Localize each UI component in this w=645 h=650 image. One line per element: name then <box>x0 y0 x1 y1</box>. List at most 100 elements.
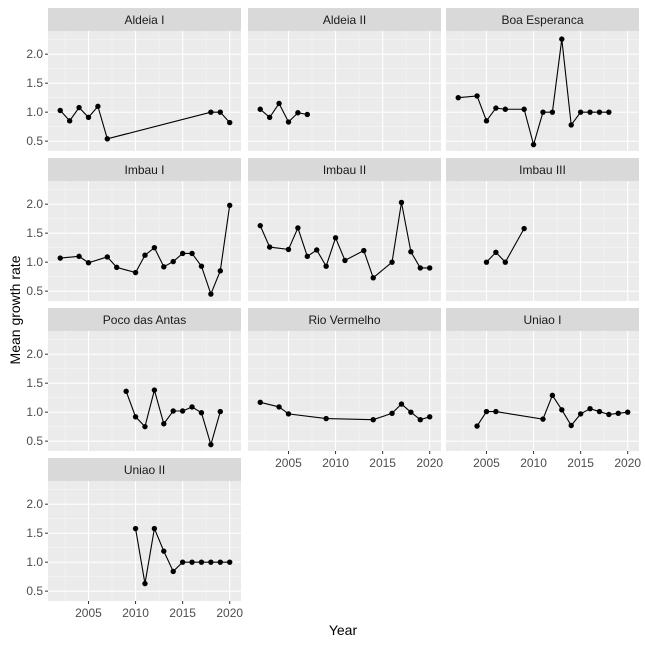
data-point <box>483 408 490 415</box>
data-point <box>189 559 195 565</box>
x-tick-label: 2020 <box>416 456 443 470</box>
panel-background <box>48 331 241 451</box>
data-point <box>361 247 367 254</box>
data-point <box>389 259 395 265</box>
data-point <box>615 410 621 417</box>
data-point <box>132 414 139 420</box>
panel-background <box>446 31 639 151</box>
panel-background <box>48 31 241 151</box>
data-point <box>493 105 499 111</box>
data-point <box>198 263 205 269</box>
data-point <box>161 421 167 427</box>
data-point <box>266 114 273 121</box>
facet-strip-label: Imbau I <box>124 163 164 177</box>
series-line <box>259 202 430 279</box>
data-point <box>587 109 593 115</box>
data-point <box>285 411 292 417</box>
data-point <box>596 408 603 415</box>
data-point <box>577 109 584 115</box>
data-point <box>76 253 82 260</box>
data-point <box>370 416 376 423</box>
data-point <box>161 548 167 554</box>
data-point <box>493 408 499 415</box>
data-point <box>398 199 405 206</box>
x-tick-label: 2020 <box>614 456 641 470</box>
facet-strip <box>48 458 241 481</box>
data-point <box>332 235 339 241</box>
data-point <box>540 109 546 115</box>
facet-panel: Imbau II <box>248 158 441 301</box>
data-point <box>408 249 414 255</box>
y-tick-label: 2.0 <box>26 197 43 211</box>
data-point <box>257 222 263 229</box>
data-point <box>276 404 282 410</box>
data-point <box>85 114 92 121</box>
data-point <box>304 253 311 260</box>
data-point <box>596 109 603 115</box>
data-point <box>483 259 490 265</box>
data-point <box>493 249 499 256</box>
facet-strip <box>48 158 241 181</box>
data-point <box>132 269 139 276</box>
data-point <box>189 250 195 257</box>
y-axis-title: Mean growth rate <box>7 255 23 364</box>
data-point <box>85 260 92 266</box>
data-point <box>227 202 233 209</box>
x-tick-label: 2015 <box>369 456 396 470</box>
data-point <box>540 416 546 422</box>
facet-strip-label: Uniao I <box>523 313 561 327</box>
panel-background <box>248 181 441 301</box>
data-point <box>323 415 329 422</box>
data-point <box>179 250 186 257</box>
data-point <box>66 118 73 124</box>
data-point <box>606 109 612 115</box>
x-axis-title: Year <box>329 622 358 638</box>
data-point <box>151 387 158 393</box>
data-point <box>549 392 556 399</box>
data-point <box>257 399 263 406</box>
data-point <box>276 100 282 107</box>
data-point <box>559 407 565 413</box>
y-tick-label: 0.5 <box>26 584 43 598</box>
data-point <box>323 263 329 269</box>
facet-strip <box>48 308 241 331</box>
facet-strip-label: Imbau II <box>323 163 366 177</box>
y-tick-label: 1.5 <box>26 526 43 540</box>
data-point <box>114 264 120 271</box>
y-tick-label: 2.0 <box>26 497 43 511</box>
data-point <box>170 568 176 575</box>
data-point <box>208 441 214 448</box>
data-point <box>577 411 584 417</box>
data-point <box>208 109 214 115</box>
facet-panel: Aldeia II <box>248 8 441 151</box>
data-point <box>455 94 461 101</box>
data-point <box>189 404 195 410</box>
data-point <box>208 291 214 297</box>
x-tick-label: 2015 <box>567 456 594 470</box>
y-tick-label: 1.5 <box>26 226 43 240</box>
x-tick-label: 2010 <box>122 606 149 620</box>
data-point <box>530 141 537 148</box>
data-point <box>179 408 186 414</box>
data-point <box>370 275 376 281</box>
facet-panel: Boa Esperanca <box>446 8 639 151</box>
data-point <box>76 104 82 111</box>
data-point <box>257 106 263 112</box>
series-line <box>260 401 430 421</box>
data-point <box>483 118 490 124</box>
data-point <box>179 559 186 565</box>
data-point <box>559 36 565 42</box>
facet-strip <box>248 8 441 31</box>
data-point <box>625 409 631 415</box>
data-point <box>295 225 301 231</box>
facet-panel: Poco das Antas 0.5 1.0 1.5 2.0 <box>26 308 241 451</box>
facet-strip <box>48 8 241 31</box>
panel-background <box>446 181 639 301</box>
x-tick-label: 2005 <box>275 456 302 470</box>
panel-background <box>248 331 441 451</box>
facet-panel: Uniao I 2005 2010 2015 2020 <box>446 308 641 470</box>
data-point <box>123 388 129 394</box>
data-point <box>285 119 292 125</box>
data-point <box>474 423 480 429</box>
